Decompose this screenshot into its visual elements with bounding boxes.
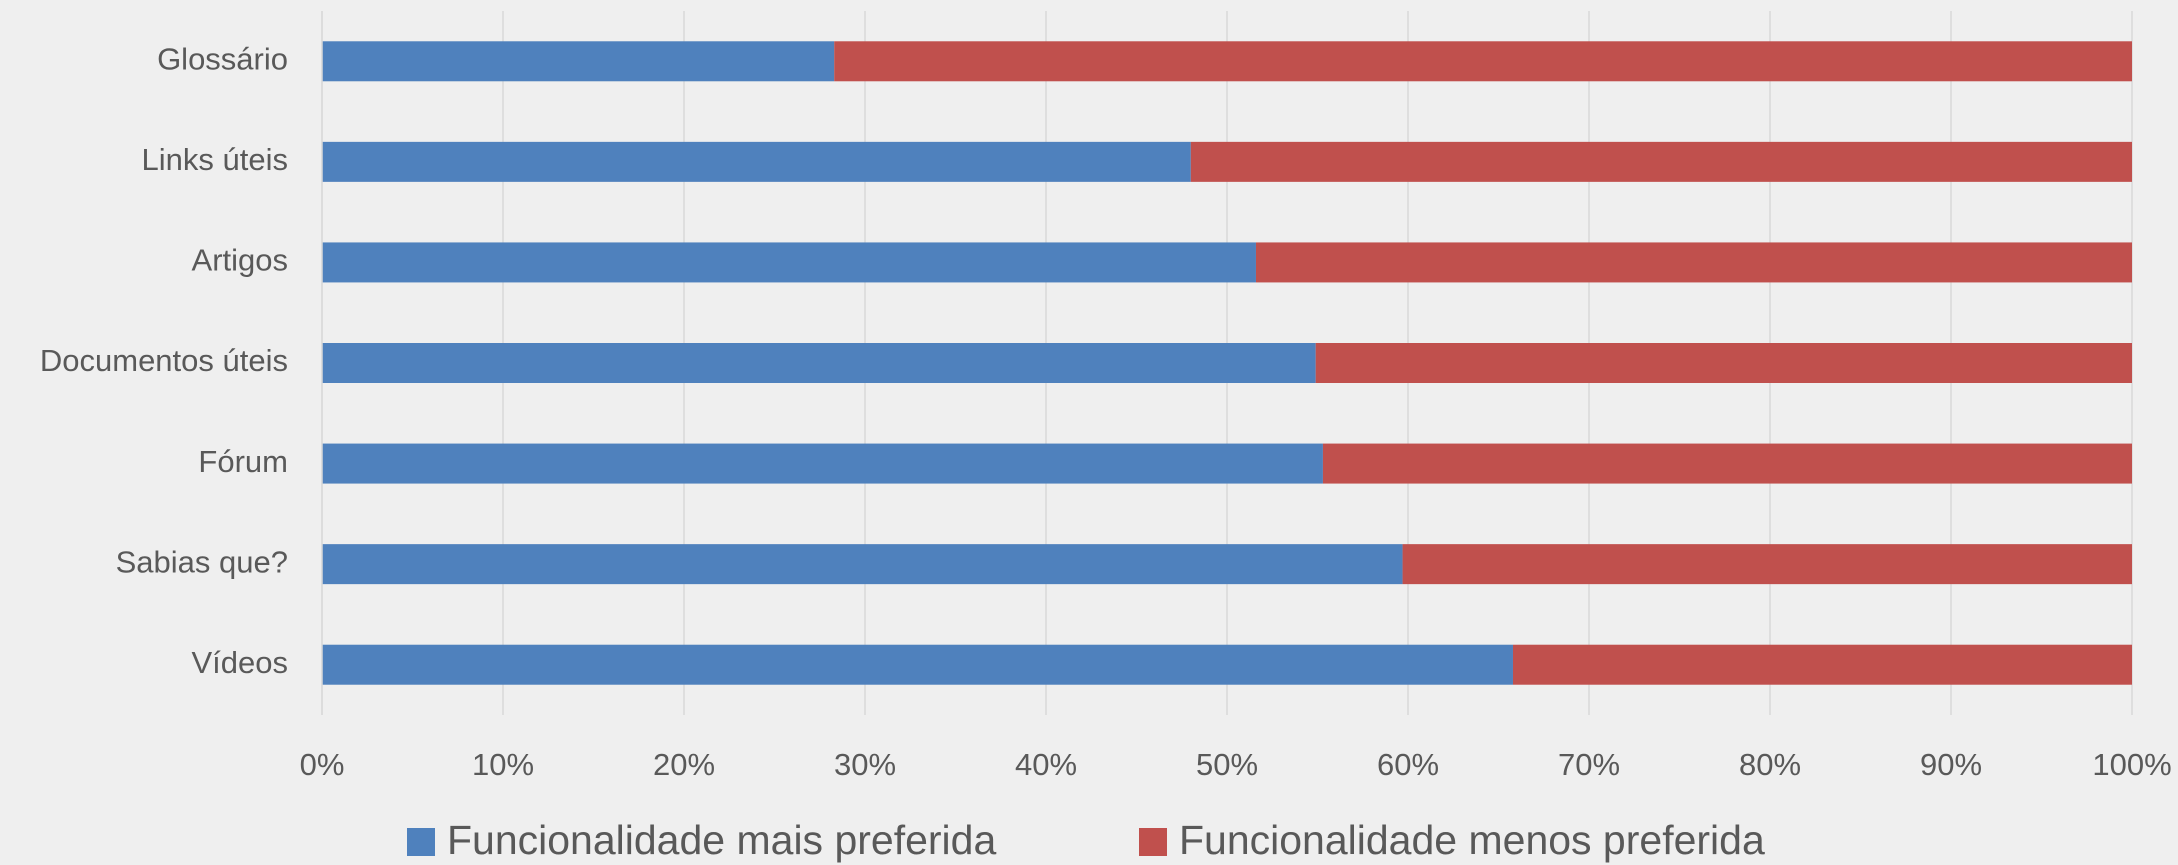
x-tick-label: 30% <box>834 747 896 782</box>
bar-segment <box>1315 343 2132 383</box>
bar-segment <box>322 343 1316 383</box>
bar-segment <box>322 644 1513 685</box>
legend-swatch <box>407 828 435 856</box>
y-tick-label: Glossário <box>157 41 288 76</box>
legend-label: Funcionalidade mais preferida <box>447 817 996 863</box>
bar-segment <box>834 41 2132 82</box>
x-tick-label: 20% <box>653 747 715 782</box>
y-tick-label: Links úteis <box>142 142 288 177</box>
y-tick-label: Documentos úteis <box>40 343 288 378</box>
bar-segment <box>322 443 1323 484</box>
y-tick-label: Artigos <box>192 243 288 278</box>
bar-segment <box>322 41 835 82</box>
legend-label: Funcionalidade menos preferida <box>1179 817 1765 863</box>
x-tick-label: 60% <box>1377 747 1439 782</box>
legend-swatch <box>1139 828 1167 856</box>
bar-segment <box>1255 242 2132 283</box>
bar-segment <box>1322 443 2132 484</box>
x-tick-label: 50% <box>1196 747 1258 782</box>
bar-segment <box>1402 544 2132 585</box>
bar-segment <box>322 544 1403 585</box>
x-tick-label: 40% <box>1015 747 1077 782</box>
bar-segment <box>322 242 1256 283</box>
x-tick-label: 0% <box>300 747 345 782</box>
bar-segment <box>1512 644 2132 685</box>
x-tick-label: 70% <box>1558 747 1620 782</box>
x-tick-label: 100% <box>2092 747 2171 782</box>
bar-segment <box>322 141 1191 182</box>
x-tick-label: 90% <box>1920 747 1982 782</box>
x-tick-label: 10% <box>472 747 534 782</box>
y-tick-label: Sabias que? <box>116 544 288 579</box>
bar-segment <box>1190 141 2132 182</box>
x-tick-label: 80% <box>1739 747 1801 782</box>
y-tick-label: Vídeos <box>191 645 288 680</box>
y-tick-label: Fórum <box>198 444 288 479</box>
